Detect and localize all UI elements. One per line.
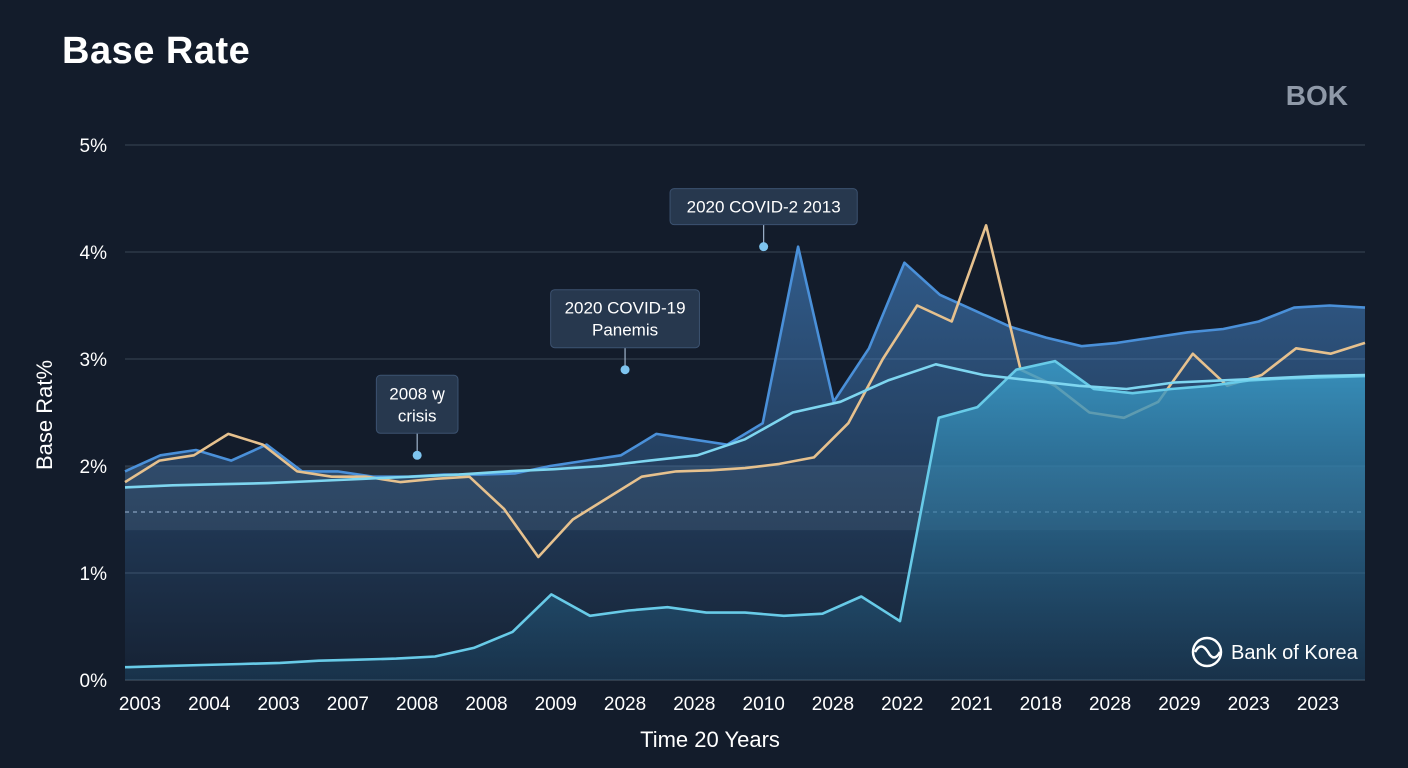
annotation-text: crisis	[398, 406, 437, 425]
x-tick-label: 2023	[1297, 694, 1339, 715]
y-tick-label: 5%	[80, 136, 108, 157]
annotation-text: 2020 COVID-19	[565, 299, 686, 318]
bank-logo-icon	[1191, 636, 1223, 668]
annotation-text: 2020 COVID-2 2013	[687, 198, 841, 217]
series-line-2	[124, 359, 1366, 669]
x-tick-label: 2008	[396, 694, 438, 715]
x-tick-labels: 2003 2004 2003 2007 2008 2008 2009 2028 2028 2010…	[119, 694, 1339, 715]
annotation-box	[669, 188, 858, 226]
x-axis-label: Time 20 Years	[640, 727, 780, 752]
annotation-text: Panemis	[592, 321, 658, 340]
x-tick-label: 2018	[1020, 694, 1062, 715]
x-tick-label: 2003	[257, 694, 299, 715]
y-tick-labels: 0% 1% 2% 3% 4% 5%	[80, 136, 108, 692]
series-layer	[124, 224, 1366, 680]
annotation-box	[375, 374, 459, 434]
corner-label: BOK	[1285, 80, 1348, 111]
annotation-0: 2008 ꝡ crisis	[375, 374, 459, 460]
annotation-marker	[620, 365, 630, 375]
annotation-box	[550, 289, 700, 349]
source-logo: Bank of Korea	[1191, 636, 1359, 668]
annotation-marker	[759, 242, 769, 252]
bank-logo-swirl	[1193, 645, 1222, 659]
x-tick-label: 2007	[327, 694, 369, 715]
x-tick-label: 2021	[950, 694, 992, 715]
x-tick-label: 2028	[604, 694, 646, 715]
annotation-2: 2020 COVID-2 2013	[669, 188, 858, 252]
x-tick-label: 2009	[535, 694, 577, 715]
x-tick-label: 2028	[673, 694, 715, 715]
source-label: Bank of Korea	[1231, 642, 1359, 664]
y-tick-label: 0%	[80, 671, 108, 692]
x-tick-label: 2004	[188, 694, 231, 715]
x-tick-label: 2003	[119, 694, 161, 715]
x-tick-label: 2008	[465, 694, 507, 715]
x-tick-label: 2023	[1228, 694, 1270, 715]
x-tick-label: 2022	[881, 694, 923, 715]
annotation-text: 2008 ꝡ	[389, 384, 445, 404]
x-tick-label: 2028	[812, 694, 854, 715]
annotation-1: 2020 COVID-19 Panemis	[550, 289, 700, 375]
x-tick-label: 2010	[743, 694, 785, 715]
chart-title: Base Rate	[62, 30, 251, 72]
y-tick-label: 4%	[80, 243, 108, 264]
series-line-3	[124, 363, 1366, 489]
y-tick-label: 1%	[80, 564, 108, 585]
y-tick-label: 3%	[80, 350, 108, 371]
y-tick-label: 2%	[80, 457, 108, 478]
x-tick-label: 2029	[1158, 694, 1200, 715]
series-area-2	[125, 361, 1365, 680]
x-tick-label: 2028	[1089, 694, 1131, 715]
series-line-0	[124, 245, 1366, 478]
annotation-marker	[412, 450, 422, 460]
y-axis-label: Base Rat%	[32, 360, 57, 470]
